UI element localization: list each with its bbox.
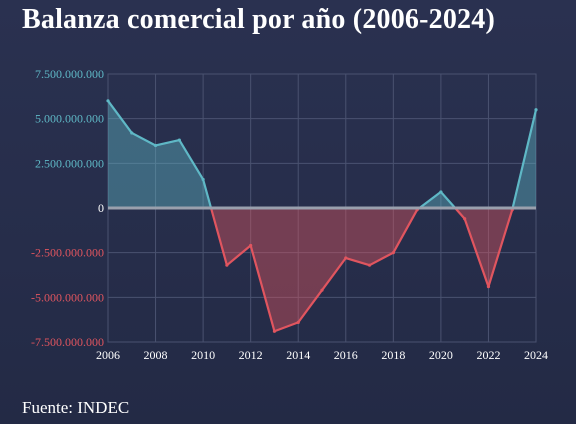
positive-area — [419, 191, 456, 208]
data-point — [320, 288, 324, 292]
x-tick-label: 2020 — [429, 348, 453, 362]
data-point — [225, 263, 229, 267]
data-point — [106, 99, 110, 103]
x-tick-label: 2012 — [239, 348, 263, 362]
positive-line — [511, 109, 538, 209]
data-point — [391, 251, 395, 255]
data-point — [463, 217, 467, 221]
negative-area — [211, 208, 420, 332]
x-tick-label: 2006 — [96, 348, 120, 362]
y-tick-label: 0 — [98, 201, 104, 215]
x-tick-label: 2018 — [381, 348, 405, 362]
x-tick-label: 2008 — [144, 348, 168, 362]
x-tick-label: 2010 — [191, 348, 215, 362]
data-point — [153, 143, 158, 148]
source-note: Fuente: INDEC — [22, 398, 130, 417]
data-point — [367, 263, 372, 267]
data-point — [344, 256, 348, 260]
y-tick-label: 7.500.000.000 — [35, 67, 104, 81]
data-point — [130, 131, 134, 135]
negative-area — [455, 208, 513, 287]
y-tick-label: -7.500.000.000 — [31, 335, 104, 349]
data-point — [486, 285, 491, 289]
data-point — [272, 329, 277, 333]
data-point — [439, 190, 443, 194]
y-tick-label: 5.000.000.000 — [35, 112, 104, 126]
x-tick-label: 2022 — [476, 348, 500, 362]
chart-title: Balanza comercial por año (2006-2024) — [22, 4, 495, 35]
y-tick-label: -5.000.000.000 — [31, 290, 104, 304]
data-point — [249, 243, 253, 248]
area-fills — [108, 100, 536, 332]
data-point — [177, 138, 181, 142]
y-tick-label: -2.500.000.000 — [31, 246, 104, 260]
axes: 7.500.000.000 5.000.000.000 2.500.000.000 0… — [31, 67, 548, 362]
data-point — [534, 108, 538, 112]
y-tick-label: 2.500.000.000 — [35, 156, 104, 170]
x-tick-label: 2024 — [524, 348, 548, 362]
positive-area — [108, 100, 212, 208]
data-point — [201, 177, 205, 182]
positive-line — [107, 100, 213, 209]
x-tick-label: 2014 — [286, 348, 310, 362]
x-tick-label: 2016 — [334, 348, 358, 362]
data-point — [296, 320, 300, 324]
